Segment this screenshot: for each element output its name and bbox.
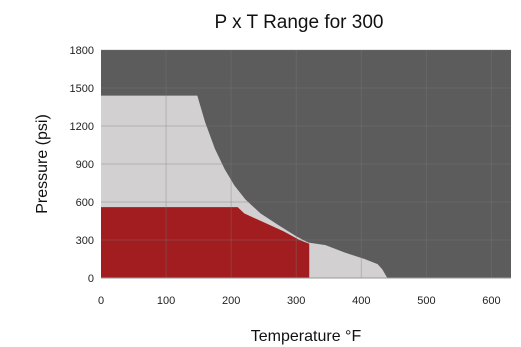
y-tick-label: 1800 bbox=[70, 45, 94, 57]
series-layer bbox=[101, 95, 388, 278]
y-tick-label: 900 bbox=[76, 159, 94, 171]
chart-title: P x T Range for 300 bbox=[214, 12, 383, 33]
y-tick-label: 1200 bbox=[70, 121, 94, 133]
y-tick-label: 0 bbox=[88, 273, 94, 285]
series-area-1 bbox=[101, 207, 310, 278]
y-axis-label: Pressure (psi) bbox=[34, 114, 51, 214]
tick-layer: 0 300 600 900 1200 1500 1800 0 100 200 300 400 500 60… bbox=[70, 45, 511, 307]
y-tick-label: 300 bbox=[76, 235, 94, 247]
x-tick-label: 300 bbox=[287, 295, 305, 307]
x-tick-label: 500 bbox=[417, 295, 435, 307]
y-tick-label: 1500 bbox=[70, 83, 94, 95]
x-tick-label: 400 bbox=[352, 295, 370, 307]
x-axis-label: Temperature °F bbox=[251, 328, 362, 345]
x-tick-label: 200 bbox=[222, 295, 240, 307]
grid-layer bbox=[101, 49, 511, 278]
x-tick-label: 100 bbox=[157, 295, 175, 307]
y-tick-label: 600 bbox=[76, 197, 94, 209]
x-tick-label: 600 bbox=[482, 295, 500, 307]
x-tick-label: 0 bbox=[98, 295, 104, 307]
